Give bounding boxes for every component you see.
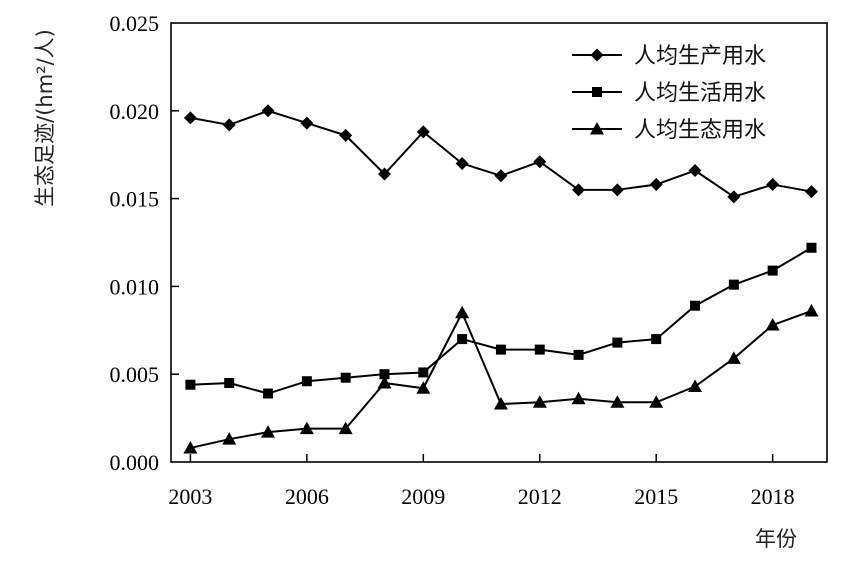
data-point-triangle	[532, 395, 547, 408]
data-point-diamond	[183, 111, 197, 125]
series-diamond	[183, 104, 818, 204]
data-point-triangle	[455, 305, 470, 319]
y-tick-label: 0.020	[110, 99, 160, 124]
data-point-square	[495, 344, 506, 355]
data-point-square	[263, 388, 274, 399]
data-point-triangle	[726, 351, 741, 364]
data-point-triangle	[222, 432, 237, 445]
legend-label: 人均生活用水	[634, 81, 766, 106]
data-point-triangle	[183, 440, 198, 454]
x-tick-label: 2015	[634, 484, 678, 509]
data-point-diamond	[377, 167, 391, 181]
data-point-square	[379, 369, 390, 380]
legend-item: 人均生活用水	[572, 81, 766, 106]
series-line	[190, 246, 812, 395]
data-point-diamond	[455, 156, 469, 170]
y-tick-label: 0.010	[110, 274, 160, 299]
data-point-triangle	[688, 379, 703, 392]
data-point-square	[612, 337, 623, 348]
data-point-triangle	[804, 303, 819, 317]
data-point-square	[690, 300, 701, 311]
data-point-square	[185, 379, 196, 390]
data-point-triangle	[571, 391, 586, 405]
data-point-triangle	[377, 375, 392, 389]
data-point-diamond	[300, 116, 314, 130]
legend-marker-diamond	[590, 48, 604, 62]
data-point-diamond	[649, 178, 663, 192]
legend-label: 人均生态用水	[634, 118, 766, 143]
legend-item: 人均生产用水	[572, 44, 766, 69]
data-point-diamond	[339, 128, 353, 142]
y-axis-title: 生态足迹/(hm²/人)	[33, 29, 57, 207]
x-tick-label: 2006	[285, 484, 329, 509]
data-point-triangle	[765, 318, 780, 331]
series-square	[185, 242, 817, 399]
y-axis: 0.000 0.005 0.010 0.015 0.020 0.025	[110, 11, 179, 475]
data-point-square	[728, 279, 739, 290]
data-point-square	[573, 349, 584, 360]
y-tick-label: 0.025	[110, 11, 160, 36]
data-point-triangle	[299, 421, 314, 435]
data-point-diamond	[766, 178, 780, 192]
data-point-diamond	[222, 118, 236, 132]
legend-marker-triangle	[590, 122, 604, 135]
data-point-diamond	[533, 155, 547, 169]
data-point-square	[301, 376, 312, 387]
legend-item: 人均生态用水	[572, 118, 766, 143]
data-point-triangle	[610, 395, 625, 408]
data-point-diamond	[610, 183, 624, 197]
data-point-square	[340, 372, 351, 383]
y-tick-label: 0.000	[110, 450, 160, 475]
data-point-diamond	[494, 169, 508, 183]
data-point-triangle	[416, 381, 431, 394]
plot-frame	[170, 22, 828, 463]
data-point-diamond	[727, 190, 741, 204]
data-point-diamond	[804, 185, 818, 199]
data-point-diamond	[572, 183, 586, 197]
data-point-triangle	[261, 425, 276, 438]
legend-label: 人均生产用水	[634, 44, 766, 69]
x-tick-label: 2009	[401, 484, 445, 509]
data-point-square	[767, 265, 778, 276]
x-tick-label: 2018	[751, 484, 795, 509]
data-point-square	[806, 242, 817, 253]
x-tick-label: 2003	[168, 484, 212, 509]
y-tick-label: 0.015	[110, 187, 160, 212]
series-triangle	[183, 303, 819, 454]
series-layer	[183, 104, 819, 454]
data-point-triangle	[338, 421, 353, 435]
data-point-triangle	[649, 395, 664, 408]
data-point-triangle	[493, 397, 508, 410]
data-point-square	[418, 367, 429, 378]
data-point-square	[224, 377, 235, 388]
legend-marker-square	[592, 87, 602, 97]
x-tick-label: 2012	[518, 484, 562, 509]
data-point-diamond	[261, 104, 275, 118]
data-point-square	[457, 334, 468, 345]
x-axis: 2003 2006 2009 2012 2015 2018	[168, 454, 795, 509]
series-line	[190, 310, 812, 449]
y-tick-label: 0.005	[110, 362, 160, 387]
data-point-square	[534, 344, 545, 355]
x-axis-title: 年份	[755, 527, 797, 551]
data-point-square	[651, 334, 662, 345]
data-point-diamond	[688, 164, 702, 178]
data-point-diamond	[416, 125, 430, 139]
